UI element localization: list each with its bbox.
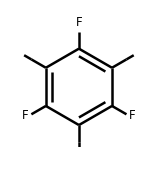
Text: F: F — [76, 16, 82, 29]
Text: F: F — [22, 109, 29, 122]
Text: F: F — [129, 109, 136, 122]
